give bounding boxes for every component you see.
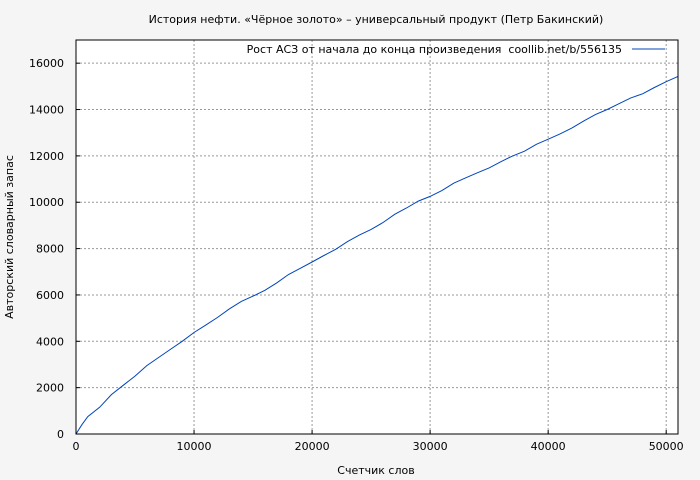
- x-tick-label: 10000: [177, 440, 212, 453]
- x-tick-label: 40000: [531, 440, 566, 453]
- y-axis-label: Авторский словарный запас: [3, 155, 16, 319]
- legend: Рост АСЗ от начала до конца произведения…: [247, 43, 665, 56]
- plot-frame: [75, 39, 679, 435]
- plot-area: [76, 40, 678, 434]
- y-tick-label: 14000: [29, 104, 64, 117]
- x-tick-label: 50000: [649, 440, 684, 453]
- y-tick-label: 2000: [36, 382, 64, 395]
- grid: [76, 40, 678, 434]
- x-tick-label: 20000: [295, 440, 330, 453]
- ticks: 0 10000 20000 30000 40000 50000 0 2000 4000 6000 8…: [29, 57, 684, 453]
- x-tick-label: 0: [73, 440, 80, 453]
- y-tick-label: 4000: [36, 335, 64, 348]
- legend-label: Рост АСЗ от начала до конца произведения…: [247, 43, 622, 56]
- y-tick-label: 6000: [36, 289, 64, 302]
- y-tick-label: 8000: [36, 243, 64, 256]
- y-tick-label: 10000: [29, 196, 64, 209]
- y-tick-label: 16000: [29, 57, 64, 70]
- x-axis-label: Счетчик слов: [337, 464, 414, 477]
- x-tick-label: 30000: [413, 440, 448, 453]
- y-tick-label: 0: [57, 428, 64, 441]
- chart-title: История нефти. «Чёрное золото» – универс…: [149, 13, 604, 26]
- series-line: [75, 75, 679, 435]
- y-tick-label: 12000: [29, 150, 64, 163]
